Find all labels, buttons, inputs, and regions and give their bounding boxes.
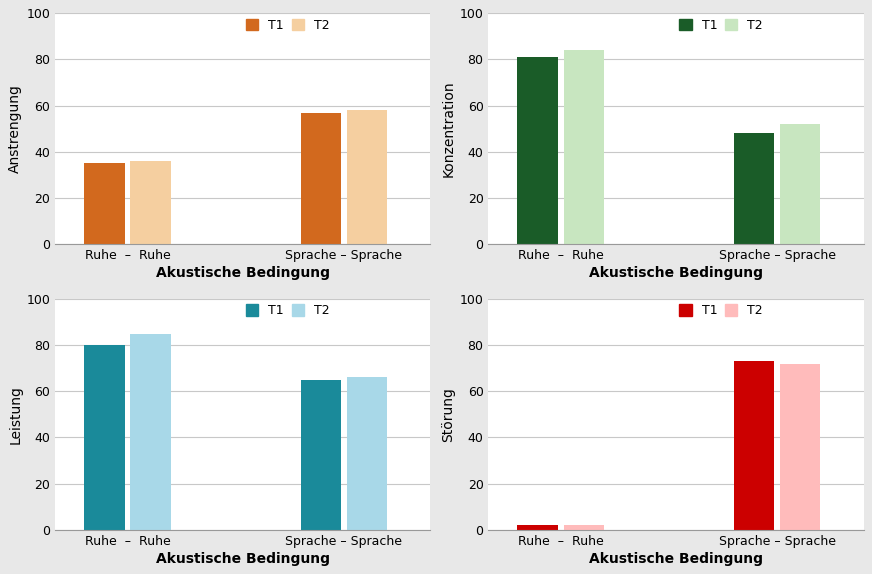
Y-axis label: Störung: Störung	[441, 387, 455, 442]
Y-axis label: Anstrengung: Anstrengung	[9, 84, 23, 173]
Bar	[347, 377, 387, 530]
Bar	[347, 110, 387, 244]
Bar	[84, 163, 125, 244]
Bar	[563, 51, 604, 244]
Bar	[733, 361, 774, 530]
Bar	[517, 525, 558, 530]
Bar	[517, 57, 558, 244]
Y-axis label: Leistung: Leistung	[9, 385, 23, 444]
Bar	[130, 333, 171, 530]
Legend: T1, T2: T1, T2	[242, 301, 333, 321]
X-axis label: Akustische Bedingung: Akustische Bedingung	[589, 266, 763, 280]
Legend: T1, T2: T1, T2	[242, 15, 333, 36]
Bar	[780, 124, 821, 244]
X-axis label: Akustische Bedingung: Akustische Bedingung	[156, 552, 330, 565]
Bar	[84, 345, 125, 530]
Bar	[301, 113, 341, 244]
Bar	[130, 161, 171, 244]
Bar	[563, 525, 604, 530]
Legend: T1, T2: T1, T2	[676, 301, 766, 321]
Bar	[301, 379, 341, 530]
X-axis label: Akustische Bedingung: Akustische Bedingung	[156, 266, 330, 280]
X-axis label: Akustische Bedingung: Akustische Bedingung	[589, 552, 763, 565]
Legend: T1, T2: T1, T2	[676, 15, 766, 36]
Bar	[733, 133, 774, 244]
Bar	[780, 363, 821, 530]
Y-axis label: Konzentration: Konzentration	[441, 80, 455, 177]
